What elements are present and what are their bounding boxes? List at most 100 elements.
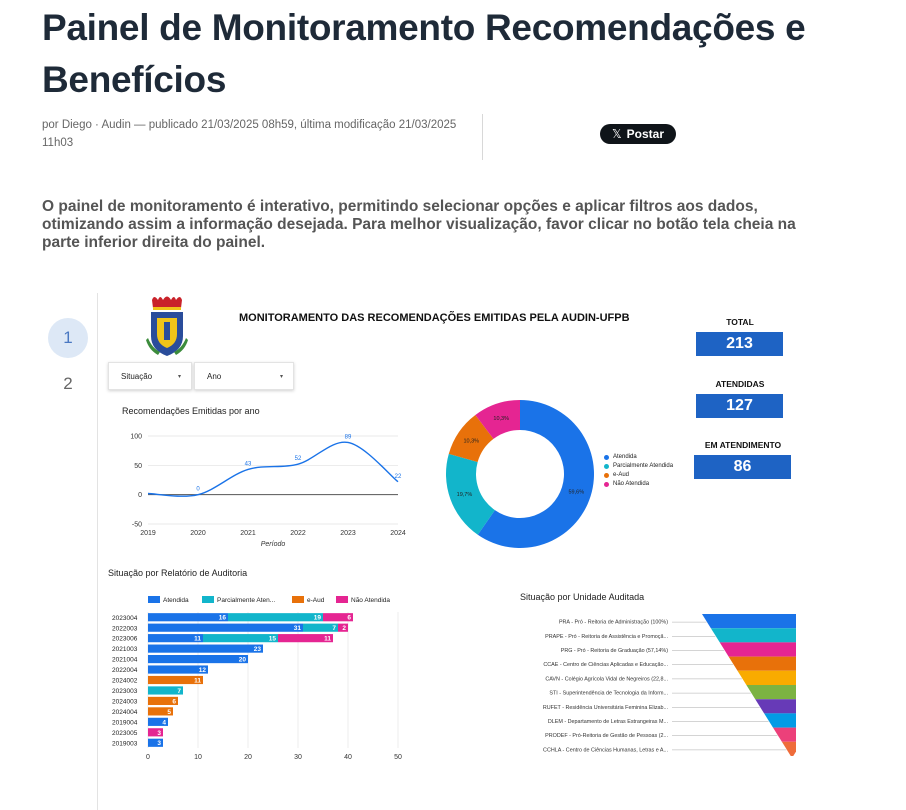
- bar-value-label: 5: [167, 709, 171, 716]
- legend-swatch: [148, 596, 160, 603]
- bar-value-label: 20: [239, 657, 247, 664]
- funnel-segment: [710, 628, 796, 643]
- filter-ano-label: Ano: [207, 371, 222, 381]
- filter-ano-dropdown[interactable]: Ano ▾: [194, 362, 294, 390]
- donut-slice: [475, 400, 520, 439]
- kpi-atendidas-label: ATENDIDAS: [715, 379, 765, 389]
- x-logo-icon: 𝕏: [611, 127, 622, 141]
- slice-label: 19,7%: [457, 492, 473, 498]
- funnel-segment: [764, 713, 796, 728]
- bar-segment: [278, 634, 333, 643]
- bar-value-label: 3: [157, 740, 161, 747]
- legend-swatch: [604, 481, 609, 487]
- bar-chart[interactable]: Atendida Parcialmente Aten... e-Aud Não Ate…: [104, 590, 414, 766]
- byline-divider: [482, 114, 483, 160]
- bar-value-label: 15: [269, 636, 277, 643]
- y-category-label: 2024002: [112, 678, 138, 685]
- bar-segment: [148, 613, 228, 622]
- dashboard-panel: MONITORAMENTO DAS RECOMENDAÇÕES EMITIDAS…: [104, 290, 904, 810]
- bar-value-label: 3: [157, 730, 161, 737]
- funnel-segment: [781, 741, 796, 756]
- donut-slice: [477, 400, 594, 548]
- x-tick-label: 2024: [390, 530, 406, 537]
- kpi-em-atendimento-label: EM ATENDIMENTO: [704, 440, 782, 450]
- y-category-label: 2021004: [112, 657, 138, 664]
- x-tick-label: 20: [244, 754, 252, 761]
- y-category-label: 2023003: [112, 688, 138, 695]
- bar-value-label: 16: [219, 615, 227, 622]
- nav-divider: [97, 293, 98, 810]
- bar-segment: [148, 644, 263, 653]
- bar-segment: [148, 634, 203, 643]
- line-chart-title: Recomendações Emitidas por ano: [122, 406, 260, 416]
- legend-label: Parcialmente Aten...: [217, 597, 275, 604]
- y-tick-label: 100: [130, 434, 142, 441]
- bar-segment: [148, 686, 183, 695]
- share-x-label: Postar: [626, 127, 665, 141]
- page-1-button[interactable]: 1: [48, 318, 88, 358]
- bar-segment: [148, 654, 248, 664]
- kpi-total-value: 213: [696, 332, 783, 356]
- bar-segment: [148, 675, 203, 685]
- bar-segment: [303, 623, 338, 632]
- y-category-label: 2024003: [112, 699, 138, 706]
- kpi-em-atendimento-value: 86: [694, 455, 791, 479]
- funnel-segment: [773, 727, 796, 742]
- y-category-label: 2022004: [112, 667, 138, 674]
- kpi-total-label: TOTAL: [726, 317, 754, 327]
- data-label: 0: [196, 487, 200, 493]
- legend-swatch: [202, 596, 214, 603]
- bar-value-label: 12: [199, 667, 207, 674]
- bar-segment: [203, 634, 278, 643]
- x-axis-label: Período: [261, 541, 286, 548]
- donut-chart[interactable]: 59,6% 19,7% 10,3% 10,3%: [440, 396, 600, 552]
- funnel-label: DLEM - Departamento de Letras Estrangeir…: [548, 719, 668, 725]
- y-tick-label: 50: [134, 463, 142, 470]
- y-category-label: 2019003: [112, 740, 138, 747]
- bar-segment: [228, 613, 323, 622]
- x-tick-label: 2022: [290, 530, 306, 537]
- funnel-segment: [719, 642, 796, 657]
- bar-value-label: 6: [347, 615, 351, 622]
- legend-label: e-Aud: [613, 472, 630, 478]
- kpi-atendidas-value: 127: [696, 394, 783, 418]
- bar-segment: [148, 665, 208, 674]
- bar-value-label: 11: [194, 677, 201, 684]
- bar-segment: [148, 717, 168, 726]
- bar-segment: [148, 738, 163, 747]
- funnel-label: STI - Superintendência de Tecnologia da …: [549, 691, 668, 697]
- funnel-segment: [728, 656, 796, 671]
- share-x-button[interactable]: 𝕏 Postar: [600, 124, 676, 144]
- donut-legend: Atendida Parcialmente Atendida e-Aud Não At…: [604, 454, 673, 490]
- bar-value-label: 2: [342, 625, 346, 632]
- ufpb-logo-icon: [146, 296, 188, 356]
- legend-label: e-Aud: [307, 597, 325, 604]
- donut-slice: [446, 453, 495, 535]
- y-category-label: 2023005: [112, 730, 138, 737]
- legend-item[interactable]: Atendida: [604, 454, 673, 460]
- funnel-label: CCHLA - Centro de Ciências Humanas, Letr…: [543, 747, 668, 753]
- bar-value-label: 31: [294, 625, 302, 632]
- page-2-button[interactable]: 2: [63, 374, 73, 393]
- funnel-segment: [746, 685, 796, 700]
- filter-situacao-label: Situação: [121, 371, 153, 381]
- funnel-segment: [702, 614, 796, 629]
- slice-label: 10,3%: [493, 416, 509, 422]
- legend-item[interactable]: Não Atendida: [604, 481, 673, 487]
- funnel-label: CAVN - Colégio Agrícola Vidal de Negreir…: [545, 676, 668, 682]
- funnel-chart[interactable]: PRA - Pró - Reitoria de Administração (1…: [416, 610, 796, 760]
- legend-item[interactable]: Parcialmente Atendida: [604, 463, 673, 469]
- y-category-label: 2024004: [112, 709, 138, 716]
- data-label: 43: [245, 461, 252, 467]
- legend-item[interactable]: e-Aud: [604, 472, 673, 478]
- donut-slice: [448, 414, 494, 463]
- legend-label: Parcialmente Atendida: [613, 463, 674, 469]
- y-tick-label: -50: [132, 522, 142, 529]
- bar-segment: [148, 707, 173, 716]
- chevron-down-icon: ▾: [279, 373, 283, 380]
- dashboard-title: MONITORAMENTO DAS RECOMENDAÇÕES EMITIDAS…: [239, 312, 630, 324]
- filter-situacao-dropdown[interactable]: Situação ▾: [108, 362, 192, 390]
- legend-label: Atendida: [163, 597, 189, 604]
- x-tick-label: 2023: [340, 530, 356, 537]
